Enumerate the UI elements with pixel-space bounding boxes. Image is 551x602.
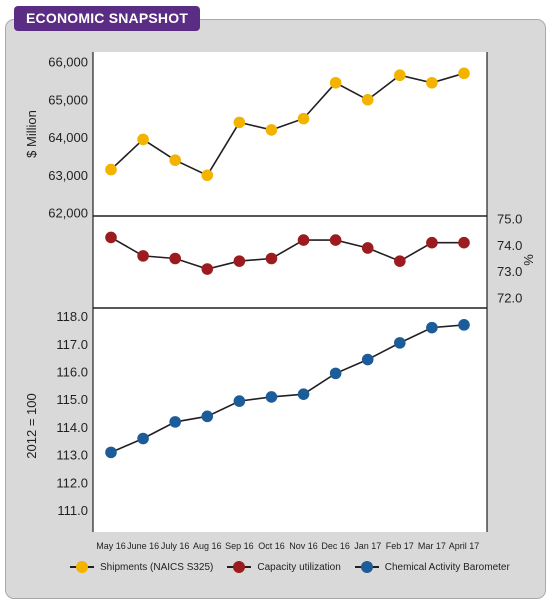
shipments-axis-label: $ Million: [24, 110, 39, 158]
capacity-point: [201, 263, 214, 275]
barometer-point: [233, 395, 246, 407]
legend-swatch-barometer: [354, 561, 379, 573]
shipments-point: [361, 93, 374, 106]
barometer-point: [201, 410, 214, 423]
capacity-point: [394, 255, 406, 267]
barometer-point: [426, 321, 438, 334]
y-tick-label: 65,000: [48, 92, 88, 107]
legend-label-barometer: Chemical Activity Barometer: [384, 561, 510, 573]
barometer-point: [137, 432, 149, 445]
capacity-point: [297, 234, 310, 246]
y-tick-label: 66,000: [48, 55, 88, 70]
shipments-point: [265, 124, 278, 136]
capacity-point: [265, 252, 278, 265]
plot-area: [93, 52, 487, 532]
x-tick-label: June 16: [127, 541, 159, 551]
barometer-point: [329, 367, 342, 380]
y-tick-label: 118.0: [56, 309, 88, 324]
snapshot-title: ECONOMIC SNAPSHOT: [14, 6, 201, 31]
y-tick-label: 116.0: [56, 364, 88, 379]
legend-swatch-capacity: [227, 561, 252, 573]
shipments-point: [329, 76, 342, 89]
y-tick-label: 72.0: [497, 291, 522, 306]
barometer-point: [361, 353, 374, 366]
barometer-point: [458, 319, 470, 331]
y-tick-label: 73.0: [497, 264, 522, 279]
y-tick-label: 63,000: [48, 168, 88, 183]
y-tick-label: 114.0: [56, 420, 88, 435]
capacity-point: [233, 255, 246, 267]
capacity-point: [105, 231, 117, 244]
y-tick-label: 74.0: [497, 238, 522, 253]
barometer-point: [105, 446, 117, 459]
shipments-point: [458, 67, 470, 80]
chart-legend: Shipments (NAICS S325) Capacity utilizat…: [70, 556, 530, 578]
y-tick-label: 115.0: [56, 392, 88, 407]
legend-label-capacity: Capacity utilization: [257, 561, 341, 573]
shipments-point: [394, 69, 406, 82]
legend-label-shipments: Shipments (NAICS S325): [100, 561, 214, 573]
x-tick-label: Feb 17: [386, 541, 414, 551]
shipments-point: [297, 112, 310, 125]
capacity-axis-label: %: [521, 254, 536, 266]
x-tick-label: Mar 17: [418, 541, 446, 551]
shipments-point: [169, 154, 181, 166]
x-tick-label: July 16: [161, 541, 190, 551]
legend-item-shipments: Shipments (NAICS S325): [70, 561, 213, 573]
legend-dot-shipments: [76, 561, 88, 573]
legend-swatch-shipments: [70, 561, 94, 573]
x-tick-label: Jan 17: [354, 541, 381, 551]
y-tick-label: 62,000: [48, 206, 88, 221]
capacity-point: [169, 252, 181, 265]
legend-item-capacity: Capacity utilization: [227, 561, 341, 573]
legend-item-barometer: Chemical Activity Barometer: [354, 561, 510, 573]
barometer-axis-label: 2012 = 100: [24, 393, 39, 458]
barometer-point: [297, 388, 310, 400]
y-tick-label: 117.0: [56, 337, 88, 352]
capacity-point: [458, 236, 470, 249]
y-tick-label: 64,000: [48, 130, 88, 145]
shipments-point: [233, 116, 246, 129]
capacity-point: [137, 250, 149, 262]
x-tick-label: April 17: [449, 541, 480, 551]
y-tick-label: 111.0: [57, 503, 88, 518]
y-tick-label: 113.0: [56, 448, 88, 463]
capacity-point: [361, 242, 374, 254]
barometer-point: [265, 391, 278, 403]
legend-dot-barometer: [360, 561, 373, 573]
x-tick-label: Oct 16: [258, 541, 285, 551]
legend-dot-capacity: [233, 561, 246, 573]
x-tick-label: Nov 16: [289, 541, 318, 551]
y-tick-label: 112.0: [56, 475, 88, 490]
barometer-point: [169, 416, 181, 428]
x-tick-label: Dec 16: [321, 541, 350, 551]
shipments-point: [105, 163, 117, 176]
x-tick-label: May 16: [96, 541, 126, 551]
x-tick-label: Aug 16: [193, 541, 222, 551]
barometer-point: [394, 337, 406, 349]
barometer-series-line: [110, 324, 465, 454]
shipments-point: [201, 169, 214, 182]
capacity-point: [329, 234, 342, 246]
shipments-point: [426, 76, 438, 89]
capacity-point: [426, 236, 438, 249]
shipments-point: [137, 133, 149, 146]
x-tick-label: Sep 16: [225, 541, 254, 551]
y-tick-label: 75.0: [497, 212, 522, 227]
